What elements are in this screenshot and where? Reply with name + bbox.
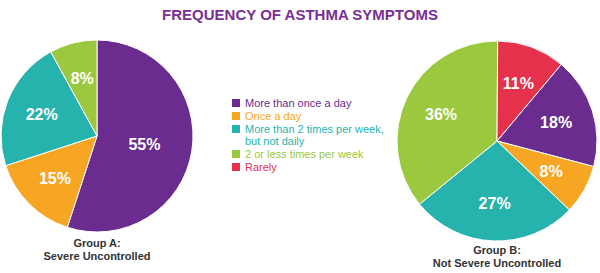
legend-label: 2 or less times per week [245, 148, 364, 160]
pie-slice [97, 40, 98, 136]
legend-item: More than 2 times per week, but not dail… [232, 123, 392, 147]
pie [1, 40, 193, 232]
legend-label: Rarely [245, 161, 277, 173]
data-label: 18% [540, 114, 572, 131]
caption-line: Severe Uncontrolled [44, 250, 151, 262]
legend-label: Once a day [245, 110, 301, 122]
data-label: 36% [425, 106, 457, 123]
data-label: 27% [479, 195, 511, 212]
data-label: 22% [26, 106, 58, 123]
legend-swatch [232, 150, 240, 158]
data-label: 11% [503, 75, 534, 92]
data-label: 8% [71, 70, 94, 87]
series-caption: Group B:Not Severe Uncontrolled [433, 244, 561, 269]
data-label: 15% [39, 170, 71, 187]
legend-item: 2 or less times per week [232, 148, 392, 160]
pie [397, 41, 597, 241]
legend-item: More than once a day [232, 97, 392, 109]
pie-labels: 55% 15% 22% 8% [26, 70, 161, 187]
legend: More than once a dayOnce a dayMore than … [232, 97, 392, 174]
caption-line: Group B: [473, 244, 521, 256]
chart-title: FREQUENCY OF ASTHMA SYMPTOMS [162, 6, 438, 23]
series-caption: Group A:Severe Uncontrolled [44, 237, 151, 262]
legend-label: More than once a day [245, 97, 351, 109]
caption-line: Not Severe Uncontrolled [433, 257, 561, 269]
legend-label: More than 2 times per week, but not dail… [245, 123, 392, 147]
legend-swatch [232, 163, 240, 171]
caption-line: Group A: [73, 237, 120, 249]
legend-item: Rarely [232, 161, 392, 173]
legend-swatch [232, 99, 240, 107]
pie-labels: 18% 8% 27% 36% 11% [425, 75, 572, 212]
legend-swatch [232, 112, 240, 120]
data-label: 55% [128, 136, 160, 153]
pie-slice [51, 40, 97, 136]
pie-slice [397, 41, 498, 204]
data-label: 8% [540, 163, 563, 180]
legend-item: Once a day [232, 110, 392, 122]
legend-swatch [232, 125, 240, 133]
